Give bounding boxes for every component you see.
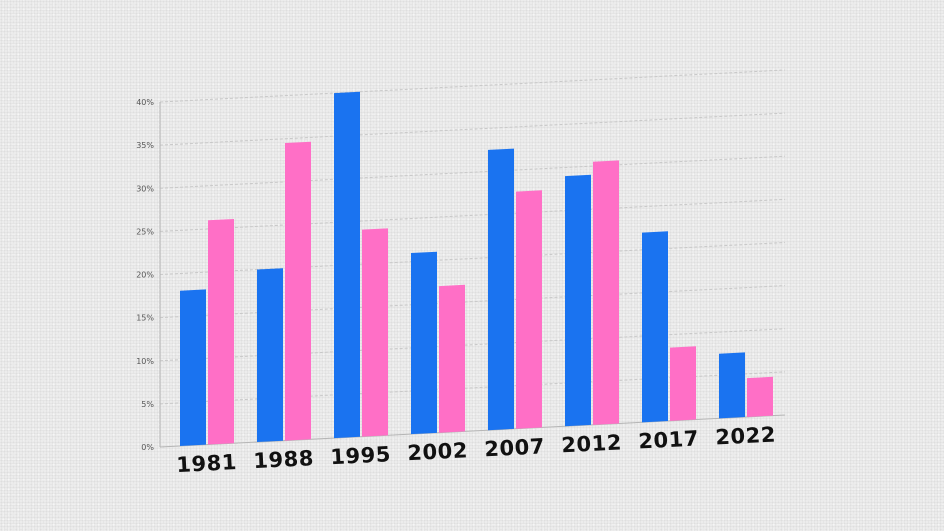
bar-1988-series-2 (285, 141, 311, 441)
bar-1995-series-1 (334, 91, 360, 439)
x-tick-label-2022: 2022 (715, 422, 777, 449)
bar-2022-series-2 (747, 376, 773, 417)
gridline-30 (159, 155, 786, 189)
x-tick-label-2012: 2012 (561, 430, 623, 457)
gridline-20 (159, 242, 786, 275)
bar-2002-series-1 (411, 251, 437, 435)
bar-1981-series-2 (208, 218, 234, 445)
y-tick-label: 20% (136, 271, 154, 280)
y-tick-label: 30% (136, 184, 154, 193)
bar-2017-series-1 (642, 231, 668, 423)
gridline-25 (159, 198, 786, 232)
gridline-35 (159, 112, 786, 146)
bar-1988-series-1 (257, 268, 283, 443)
bar-1981-series-1 (180, 289, 206, 446)
bar-2007-series-1 (488, 148, 514, 431)
x-tick-label-2002: 2002 (407, 438, 469, 465)
y-tick-label: 5% (141, 400, 154, 409)
gridline-40 (159, 69, 786, 103)
x-tick-label-2017: 2017 (638, 426, 700, 453)
x-tick-label-2007: 2007 (484, 434, 546, 461)
x-tick-label-1995: 1995 (330, 442, 392, 469)
y-tick-label: 40% (136, 98, 154, 107)
bar-2017-series-2 (670, 346, 696, 421)
bar-2012-series-2 (593, 160, 619, 425)
bar-2002-series-2 (439, 284, 465, 433)
gridline-15 (159, 285, 786, 319)
x-tick-label-1981: 1981 (176, 450, 238, 477)
y-axis: 0% 5% 10% 15% 20% 25% 30% 35% 40% (136, 98, 161, 452)
x-tick-labels: 1981 1988 1995 2002 2007 2012 2017 2022 (176, 422, 777, 477)
bar-2012-series-1 (565, 174, 591, 427)
y-tick-label: 25% (136, 227, 154, 236)
bar-2007-series-2 (516, 190, 542, 429)
bar-1995-series-2 (362, 228, 388, 437)
bars (180, 91, 773, 446)
gridline-10 (159, 328, 786, 362)
y-tick-label: 35% (136, 141, 154, 150)
y-tick-label: 0% (141, 443, 154, 452)
y-tick-label: 15% (136, 314, 154, 323)
gridlines (159, 69, 786, 448)
bar-2022-series-1 (719, 352, 745, 419)
x-tick-label-1988: 1988 (253, 446, 315, 473)
y-tick-label: 10% (136, 357, 154, 366)
